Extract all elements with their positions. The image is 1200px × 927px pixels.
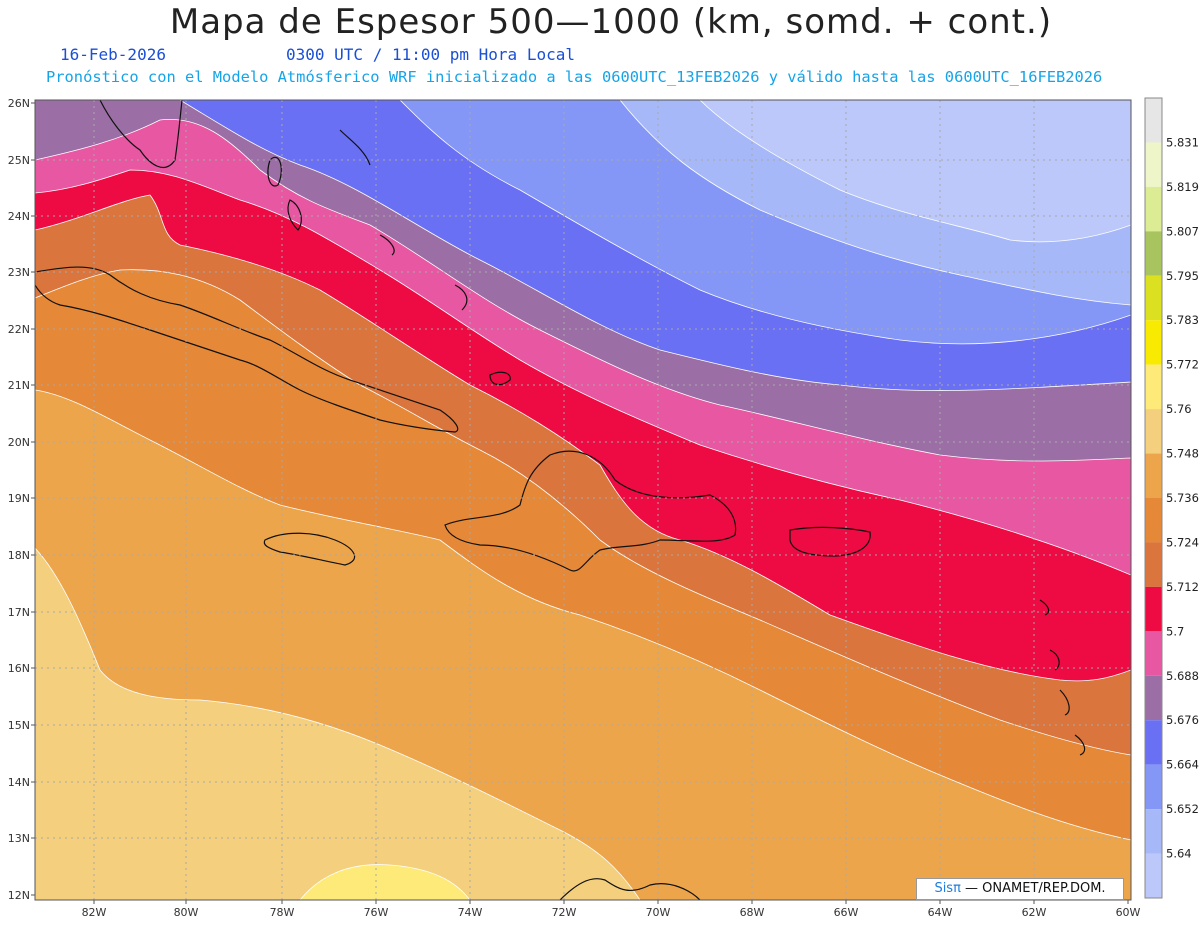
longitude-label: 76W	[364, 906, 389, 919]
contour-fill-layer	[35, 100, 1131, 900]
colorbar-label: 5.724	[1166, 535, 1199, 549]
colorbar-label: 5.807	[1166, 224, 1199, 238]
colorbar-label: 5.64	[1166, 847, 1192, 861]
puerto-rico-coast	[789, 526, 871, 557]
hispaniola-coast	[444, 450, 737, 572]
jamaica-coast	[263, 532, 356, 566]
colorbar-label: 5.676	[1166, 713, 1199, 727]
latitude-label: 26N	[8, 97, 30, 110]
colorbar-swatch	[1145, 586, 1162, 632]
bahamas-1	[267, 156, 282, 187]
colorbar-label: 5.652	[1166, 802, 1199, 816]
cuba-coast	[35, 266, 459, 433]
bahamas-6	[489, 371, 511, 386]
colorbar-label: 5.783	[1166, 313, 1199, 327]
credit-brand: Sisπ	[934, 881, 961, 896]
colorbar-label: 5.712	[1166, 580, 1199, 594]
forecast-date: 16-Feb-2026	[60, 45, 166, 64]
latitude-label: 19N	[8, 492, 30, 505]
band-5772	[299, 864, 471, 900]
latitude-label: 23N	[8, 266, 30, 279]
colorbar-swatch	[1145, 809, 1162, 854]
colorbar-label: 5.772	[1166, 358, 1199, 372]
longitude-label: 68W	[740, 906, 765, 919]
longitude-label: 60W	[1116, 906, 1141, 919]
longitude-label: 82W	[82, 906, 107, 919]
colorbar-frame	[1144, 97, 1163, 899]
colorbar-swatch	[1145, 498, 1162, 543]
longitude-label: 72W	[552, 906, 577, 919]
latitude-label: 18N	[8, 549, 30, 562]
colorbar-swatch	[1145, 453, 1162, 498]
colorbar-swatch	[1145, 764, 1162, 810]
longitude-label: 66W	[834, 906, 859, 919]
colorbar-swatch	[1145, 231, 1162, 276]
colorbar-swatch	[1145, 631, 1162, 676]
south-america-coast	[559, 878, 701, 900]
latitude-label: 12N	[8, 889, 30, 902]
latitude-label: 20N	[8, 436, 30, 449]
colorbar-swatch	[1145, 675, 1162, 721]
model-description: Pronóstico con el Modelo Atmósferico WRF…	[46, 68, 1103, 86]
bahamas-2	[287, 199, 302, 231]
longitude-label: 74W	[458, 906, 483, 919]
longitude-axis: 82W 80W 78W 76W 74W 72W 70W 68W 66W 64W 62W 60W	[82, 900, 1141, 919]
colorbar-swatch	[1145, 853, 1162, 898]
latitude-label: 22N	[8, 323, 30, 336]
latitude-label: 16N	[8, 662, 30, 675]
colorbar-label: 5.795	[1166, 269, 1199, 283]
latitude-label: 17N	[8, 606, 30, 619]
bahamas-5	[454, 284, 468, 311]
colorbar-swatch	[1145, 542, 1162, 587]
colorbar-label: 5.736	[1166, 491, 1199, 505]
map-title: Mapa de Espesor 500—1000 (km, somd. + co…	[169, 2, 1053, 42]
colorbar-label: 5.748	[1166, 447, 1199, 461]
latitude-label: 24N	[8, 210, 30, 223]
longitude-label: 70W	[646, 906, 671, 919]
latitude-label: 13N	[8, 832, 30, 845]
colorbar-swatch	[1145, 720, 1162, 765]
colorbar-label: 5.76	[1166, 402, 1192, 416]
colorbar-label: 5.7	[1166, 624, 1184, 638]
latitude-label: 21N	[8, 379, 30, 392]
forecast-time: 0300 UTC / 11:00 pm Hora Local	[286, 45, 575, 64]
colorbar-label: 5.688	[1166, 669, 1199, 683]
graticule	[35, 100, 1131, 900]
latitude-axis: 26N 25N 24N 23N 22N 21N 20N 19N 18N 17N 16N 15N 14N 1…	[8, 97, 35, 902]
colorbar-label: 5.831	[1166, 135, 1199, 149]
colorbar: 5.831 5.819 5.807 5.795 5.783 5.772 5.76 5.748 5…	[1144, 97, 1199, 899]
colorbar-label: 5.664	[1166, 758, 1199, 772]
colorbar-swatch	[1145, 364, 1162, 410]
longitude-label: 78W	[270, 906, 295, 919]
lesser-antilles-1	[1039, 599, 1050, 616]
lesser-antilles-3	[1059, 689, 1070, 716]
longitude-label: 62W	[1022, 906, 1047, 919]
colorbar-swatch	[1145, 98, 1162, 143]
lesser-antilles-2	[1049, 649, 1060, 671]
credit-box: Sisπ — ONAMET/REP.DOM.	[916, 878, 1124, 900]
map-frame	[34, 99, 1132, 901]
longitude-label: 64W	[928, 906, 953, 919]
colorbar-label: 5.819	[1166, 180, 1199, 194]
coastline-layer	[35, 100, 1086, 900]
lesser-antilles-4	[1074, 734, 1086, 756]
colorbar-swatch	[1145, 275, 1162, 321]
colorbar-swatch	[1145, 409, 1162, 454]
florida-coast	[99, 100, 183, 168]
colorbar-swatch	[1145, 320, 1162, 365]
colorbar-swatch	[1145, 142, 1162, 187]
colorbar-swatch	[1145, 186, 1162, 232]
latitude-label: 25N	[8, 154, 30, 167]
bahamas-4	[379, 234, 395, 256]
latitude-label: 15N	[8, 719, 30, 732]
longitude-label: 80W	[174, 906, 199, 919]
bahamas-3	[339, 129, 371, 166]
latitude-label: 14N	[8, 776, 30, 789]
credit-text: — ONAMET/REP.DOM.	[960, 881, 1106, 896]
